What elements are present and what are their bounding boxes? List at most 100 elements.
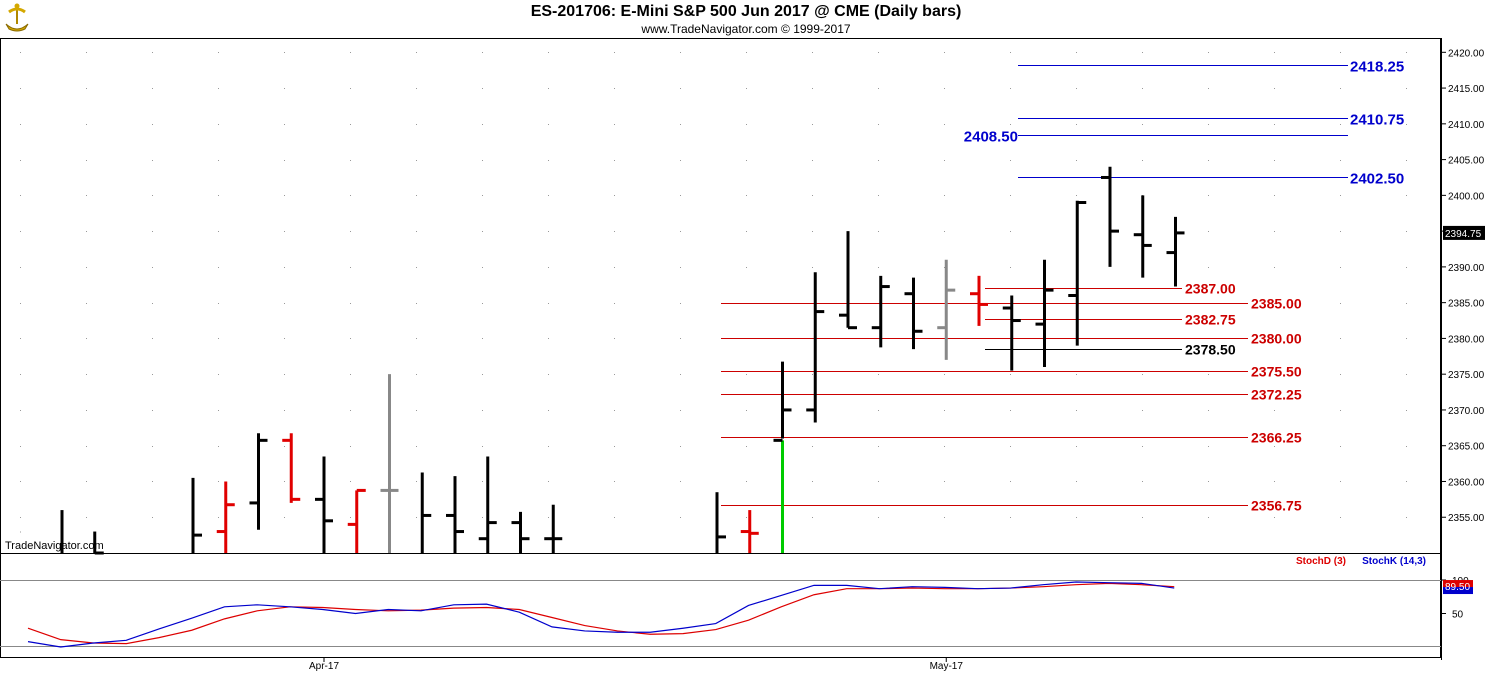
grid-dot xyxy=(680,410,681,411)
grid-dot xyxy=(350,517,351,518)
stochastic-last-box-bottom xyxy=(1443,587,1473,595)
grid-dot xyxy=(416,410,417,411)
grid-dot xyxy=(152,267,153,268)
grid-dot xyxy=(1406,195,1407,196)
grid-dot xyxy=(20,267,21,268)
grid-dot xyxy=(548,481,549,482)
ohlc-bar xyxy=(806,272,825,423)
grid-dot xyxy=(944,88,945,89)
grid-dot xyxy=(680,52,681,53)
grid-dot xyxy=(1208,52,1209,53)
grid-dot xyxy=(1010,52,1011,53)
grid-dot xyxy=(1010,374,1011,375)
level-label-red: 2366.25 xyxy=(1251,430,1302,446)
grid-dot xyxy=(86,374,87,375)
grid-dot xyxy=(1340,338,1341,339)
y-axis-tick-label: 2370.00 xyxy=(1448,406,1485,417)
level-label-black: 2378.50 xyxy=(1185,342,1236,358)
grid-dot xyxy=(1142,374,1143,375)
grid-dot xyxy=(416,517,417,518)
grid-dot xyxy=(1010,410,1011,411)
grid-dot xyxy=(482,195,483,196)
grid-dot xyxy=(482,52,483,53)
grid-dot xyxy=(86,446,87,447)
y-axis-tick-label: 2400.00 xyxy=(1448,191,1485,202)
grid-dot xyxy=(746,517,747,518)
grid-dot xyxy=(944,267,945,268)
grid-dot xyxy=(1340,410,1341,411)
grid-dot xyxy=(1406,267,1407,268)
ohlc-bar xyxy=(380,374,399,553)
grid-dot xyxy=(1406,374,1407,375)
grid-dot xyxy=(86,231,87,232)
grid-dot xyxy=(152,446,153,447)
level-label-blue: 2418.25 xyxy=(1350,59,1404,76)
grid-dot xyxy=(878,52,879,53)
grid-dot xyxy=(218,303,219,304)
grid-dot xyxy=(614,303,615,304)
level-label-red: 2387.00 xyxy=(1185,281,1236,297)
grid-dot xyxy=(416,160,417,161)
grid-dot xyxy=(218,374,219,375)
grid-dot xyxy=(1208,410,1209,411)
grid-dot xyxy=(1340,160,1341,161)
grid-dot xyxy=(1208,374,1209,375)
ohlc-bar xyxy=(904,277,923,350)
grid-dot xyxy=(548,517,549,518)
level-label-red: 2375.50 xyxy=(1251,364,1302,380)
grid-dot xyxy=(350,374,351,375)
ohlc-bar xyxy=(1166,216,1185,287)
grid-dot xyxy=(1208,88,1209,89)
y-axis-tick-label: 2385.00 xyxy=(1448,299,1485,310)
ohlc-bar xyxy=(216,481,235,553)
grid-dot xyxy=(1340,481,1341,482)
grid-dot xyxy=(812,231,813,232)
grid-dot xyxy=(944,124,945,125)
grid-dot xyxy=(680,517,681,518)
level-label-red: 2380.00 xyxy=(1251,331,1302,347)
grid-dot xyxy=(416,338,417,339)
grid-dot xyxy=(284,52,285,53)
grid-dot xyxy=(218,517,219,518)
grid-dot xyxy=(350,446,351,447)
grid-dot xyxy=(614,88,615,89)
ohlc-bar xyxy=(1002,295,1021,371)
grid-dot xyxy=(1076,88,1077,89)
grid-dot xyxy=(680,338,681,339)
grid-dot xyxy=(1142,52,1143,53)
grid-dot xyxy=(746,481,747,482)
grid-dot xyxy=(350,410,351,411)
grid-dot xyxy=(1010,517,1011,518)
grid-dot xyxy=(1406,303,1407,304)
grid-dot xyxy=(1208,195,1209,196)
y-axis-tick-label: 2405.00 xyxy=(1448,156,1485,167)
grid-dot xyxy=(1142,517,1143,518)
ohlc-bar xyxy=(511,511,530,553)
grid-dot xyxy=(1340,231,1341,232)
last-price-box xyxy=(1443,225,1485,240)
last-price-label: 2394.75 xyxy=(1445,229,1482,240)
grid-dot xyxy=(1274,517,1275,518)
ohlc-bar xyxy=(773,361,792,442)
grid-dot xyxy=(680,160,681,161)
grid-dot xyxy=(1274,338,1275,339)
ohlc-bar xyxy=(1133,195,1152,278)
grid-dot xyxy=(284,481,285,482)
grid-dot xyxy=(812,517,813,518)
grid-dot xyxy=(284,267,285,268)
grid-dot xyxy=(350,303,351,304)
ohlc-bar xyxy=(347,488,366,553)
grid-dot xyxy=(1010,195,1011,196)
grid-dot xyxy=(614,338,615,339)
grid-dot xyxy=(812,374,813,375)
grid-dot xyxy=(218,88,219,89)
grid-dot xyxy=(548,160,549,161)
level-label-blue: 2410.75 xyxy=(1350,112,1404,129)
grid-dot xyxy=(944,410,945,411)
grid-dot xyxy=(284,446,285,447)
grid-dot xyxy=(1340,52,1341,53)
grid-dot xyxy=(1142,124,1143,125)
grid-dot xyxy=(152,195,153,196)
grid-dot xyxy=(1340,303,1341,304)
